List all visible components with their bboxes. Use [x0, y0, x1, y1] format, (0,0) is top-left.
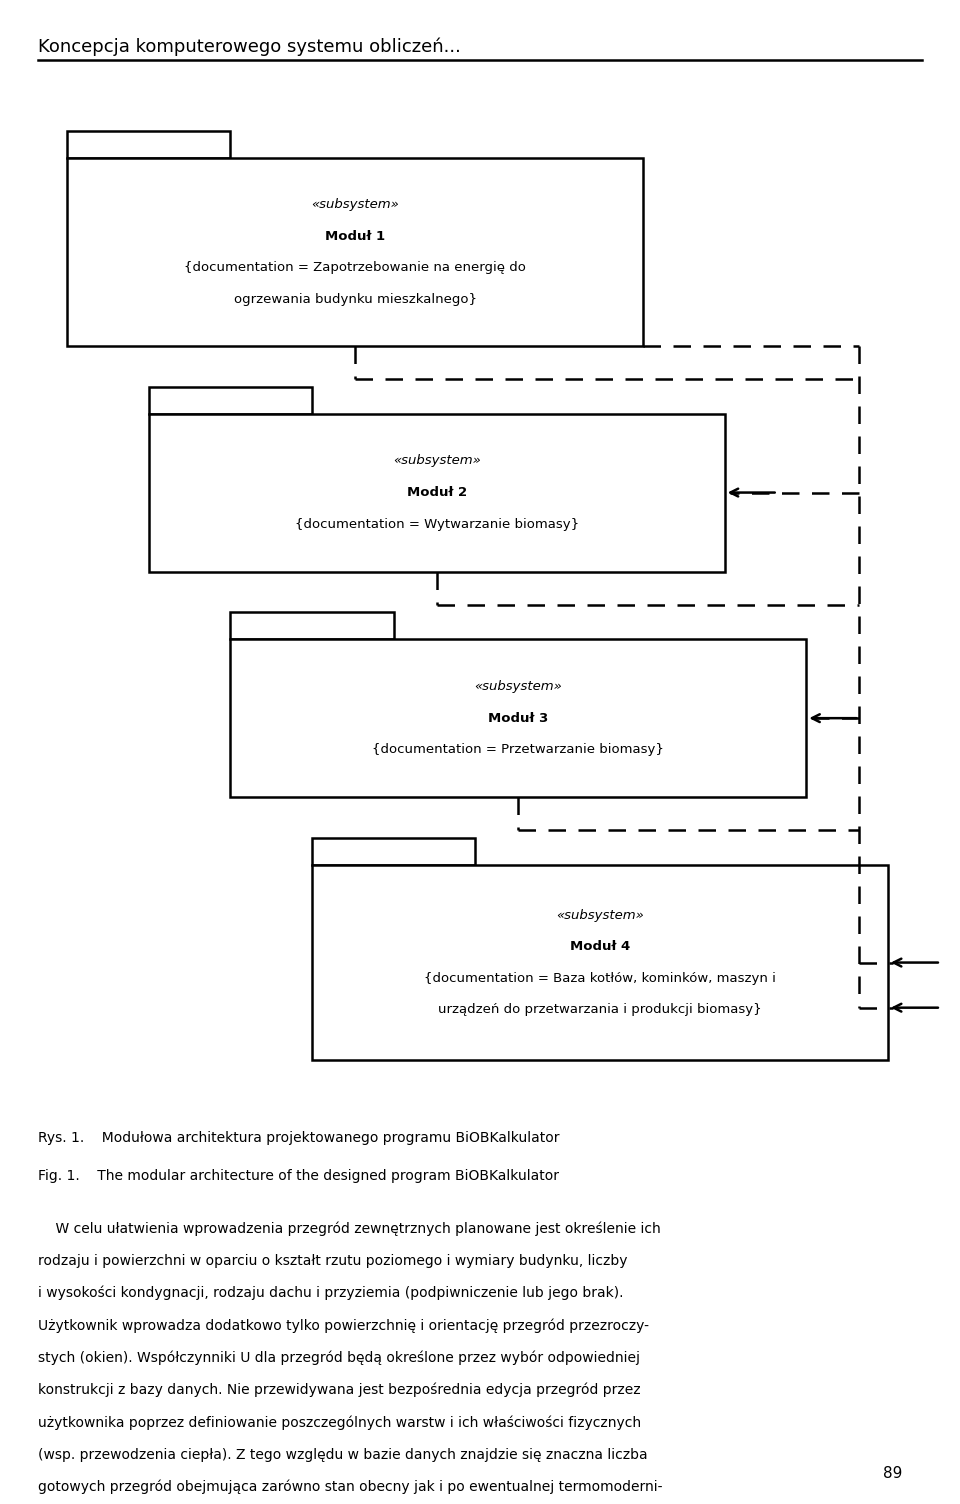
- Text: 89: 89: [883, 1466, 902, 1481]
- Bar: [67, 158, 643, 346]
- Text: «subsystem»: «subsystem»: [311, 199, 399, 211]
- Text: Użytkownik wprowadza dodatkowo tylko powierzchnię i orientację przegród przezroc: Użytkownik wprowadza dodatkowo tylko pow…: [38, 1318, 649, 1333]
- Bar: [230, 612, 394, 639]
- Text: konstrukcji z bazy danych. Nie przewidywana jest bezpośrednia edycja przegród pr: konstrukcji z bazy danych. Nie przewidyw…: [38, 1384, 641, 1397]
- Text: {documentation = Baza kotłów, kominków, maszyn i: {documentation = Baza kotłów, kominków, …: [424, 972, 776, 985]
- Text: Fig. 1.    The modular architecture of the designed program BiOBKalkulator: Fig. 1. The modular architecture of the …: [38, 1169, 560, 1182]
- Text: {documentation = Wytwarzanie biomasy}: {documentation = Wytwarzanie biomasy}: [295, 517, 579, 531]
- Text: stych (okien). Współczynniki U dla przegród będą określone przez wybór odpowiedn: stych (okien). Współczynniki U dla przeg…: [38, 1351, 640, 1366]
- Bar: [312, 865, 888, 1060]
- Text: gotowych przegród obejmująca zarówno stan obecny jak i po ewentualnej termomoder: gotowych przegród obejmująca zarówno sta…: [38, 1480, 663, 1495]
- Bar: [67, 131, 230, 158]
- Bar: [312, 838, 475, 865]
- Bar: [149, 387, 312, 414]
- Text: użytkownika poprzez definiowanie poszczególnych warstw i ich właściwości fizyczn: użytkownika poprzez definiowanie poszcze…: [38, 1415, 641, 1430]
- Text: rodzaju i powierzchni w oparciu o kształt rzutu poziomego i wymiary budynku, lic: rodzaju i powierzchni w oparciu o kształ…: [38, 1254, 628, 1268]
- Text: Moduł 3: Moduł 3: [489, 711, 548, 725]
- Text: {documentation = Zapotrzebowanie na energię do: {documentation = Zapotrzebowanie na ener…: [184, 262, 526, 274]
- Text: Moduł 1: Moduł 1: [325, 230, 385, 242]
- Text: «subsystem»: «subsystem»: [474, 680, 563, 693]
- Text: Rys. 1.    Modułowa architektura projektowanego programu BiOBKalkulator: Rys. 1. Modułowa architektura projektowa…: [38, 1131, 560, 1145]
- Text: Moduł 4: Moduł 4: [570, 940, 630, 954]
- Text: Moduł 2: Moduł 2: [407, 486, 467, 499]
- Text: (wsp. przewodzenia ciepła). Z tego względu w bazie danych znajdzie się znaczna l: (wsp. przewodzenia ciepła). Z tego wzglę…: [38, 1447, 648, 1462]
- Text: i wysokości kondygnacji, rodzaju dachu i przyziemia (podpiwniczenie lub jego bra: i wysokości kondygnacji, rodzaju dachu i…: [38, 1286, 624, 1301]
- Text: «subsystem»: «subsystem»: [393, 454, 481, 468]
- Text: urządzeń do przetwarzania i produkcji biomasy}: urządzeń do przetwarzania i produkcji bi…: [438, 1003, 762, 1017]
- Bar: [230, 639, 806, 797]
- Text: «subsystem»: «subsystem»: [556, 908, 644, 922]
- Text: ogrzewania budynku mieszkalnego}: ogrzewania budynku mieszkalnego}: [233, 293, 477, 305]
- Text: W celu ułatwienia wprowadzenia przegród zewnętrznych planowane jest określenie i: W celu ułatwienia wprowadzenia przegród …: [38, 1221, 661, 1236]
- Text: {documentation = Przetwarzanie biomasy}: {documentation = Przetwarzanie biomasy}: [372, 743, 664, 757]
- Text: Koncepcja komputerowego systemu obliczeń...: Koncepcja komputerowego systemu obliczeń…: [38, 38, 461, 56]
- Bar: [149, 414, 725, 572]
